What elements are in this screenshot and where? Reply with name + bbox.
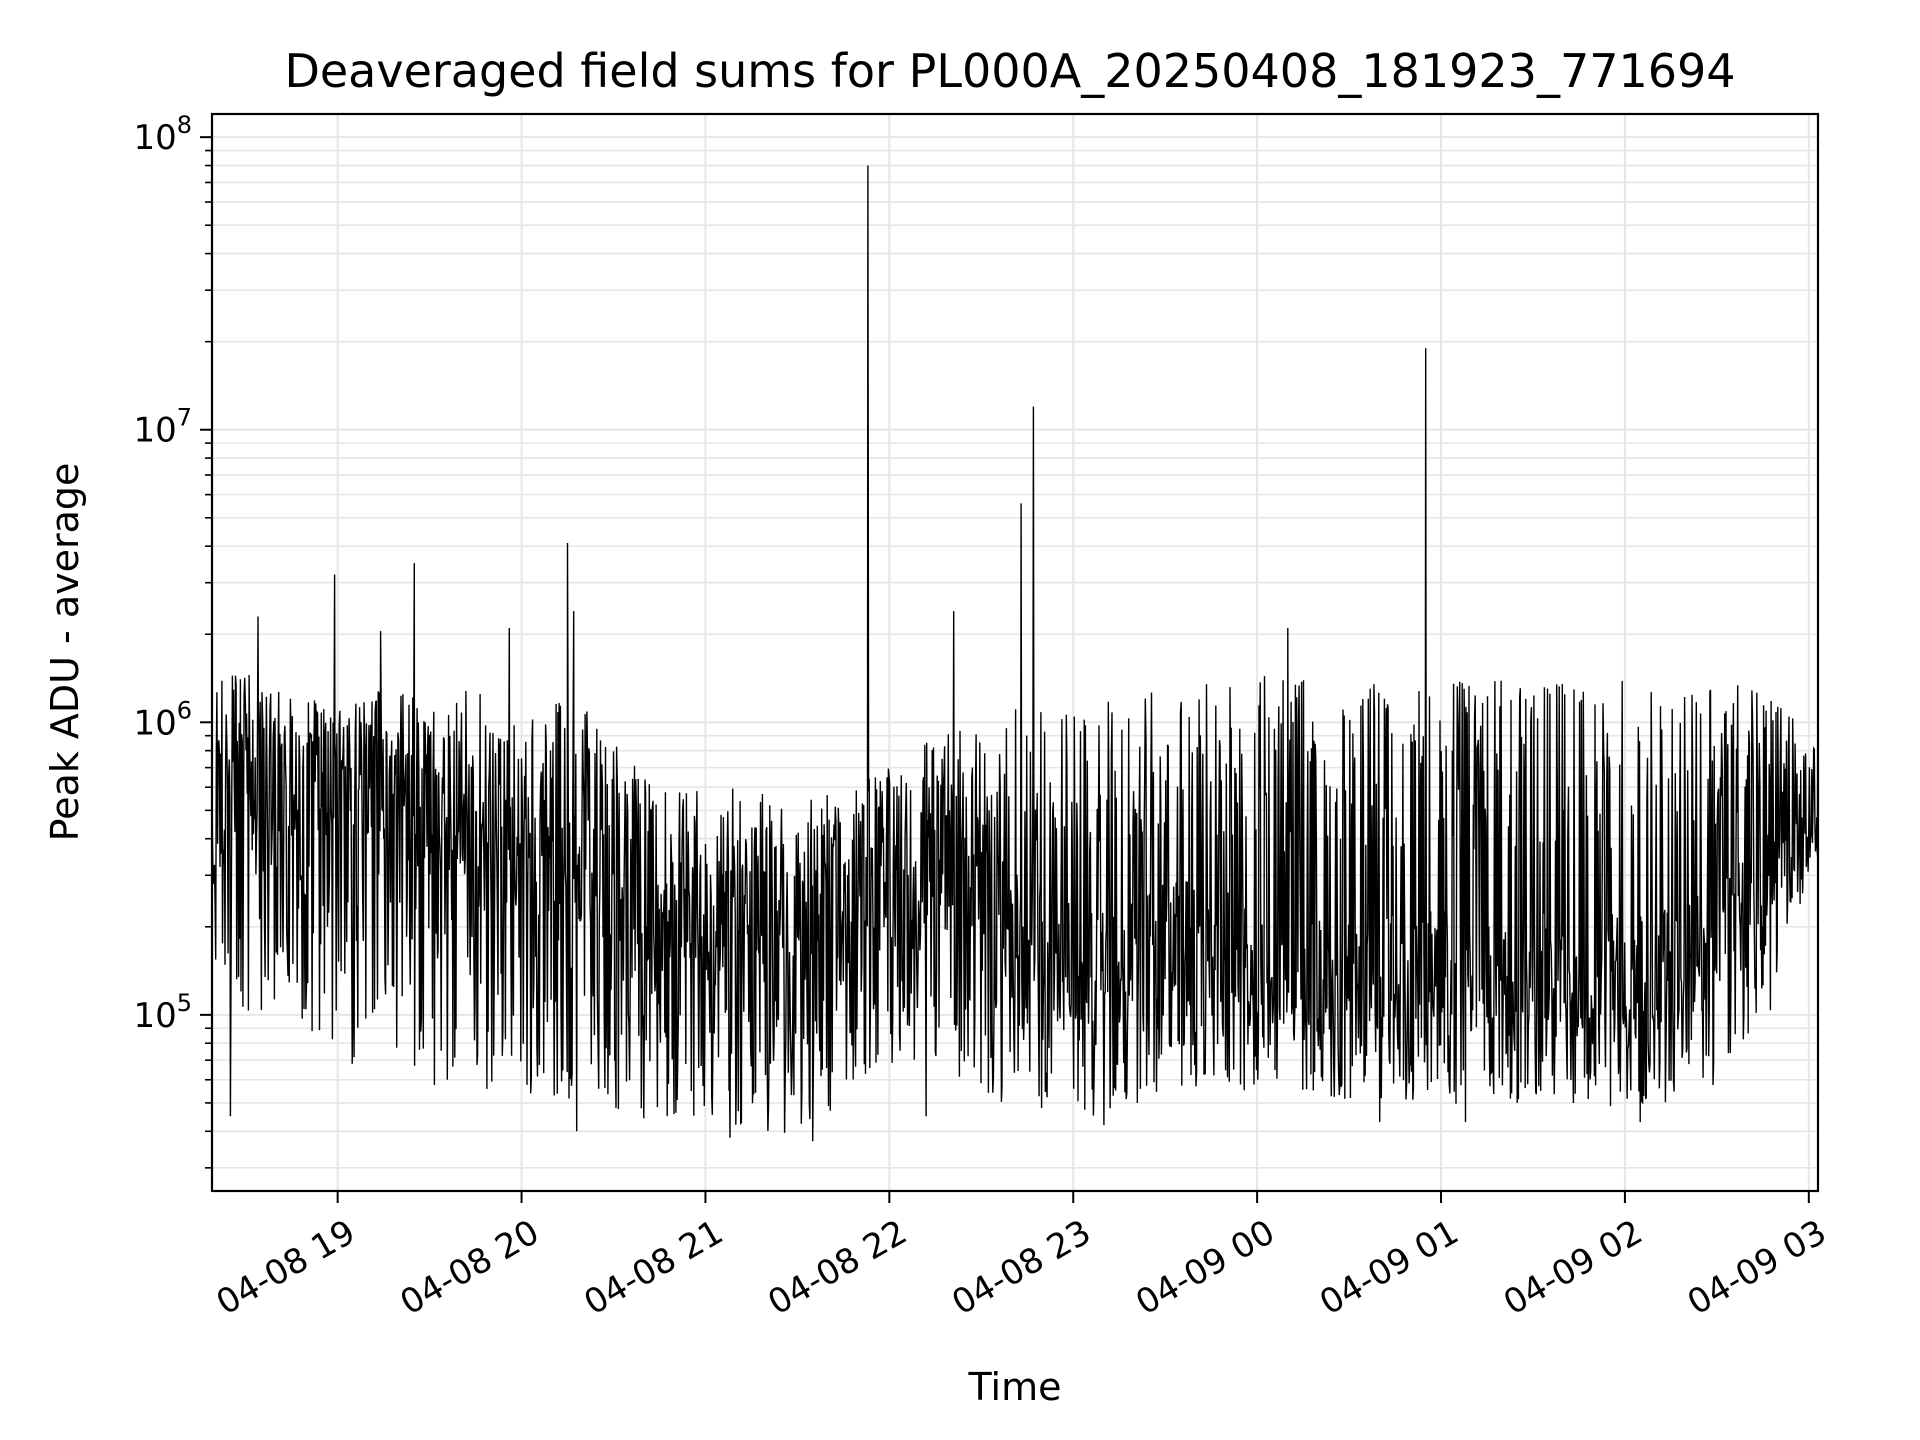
y-tick-label: 106 [133,696,192,743]
y-tick-label: 105 [133,989,192,1036]
y-tick-label: 108 [133,111,192,158]
chart-title: Deaveraged field sums for PL000A_2025040… [284,44,1735,98]
y-axis: 105 106 107 108 [133,111,212,1169]
series-line [211,165,1819,1142]
y-axis-label: Peak ADU - average [43,463,87,842]
y-tick-label: 107 [133,404,192,451]
data-line [211,165,1819,1142]
x-axis-label: Time [968,1365,1062,1409]
plot-frame [210,112,1820,1193]
